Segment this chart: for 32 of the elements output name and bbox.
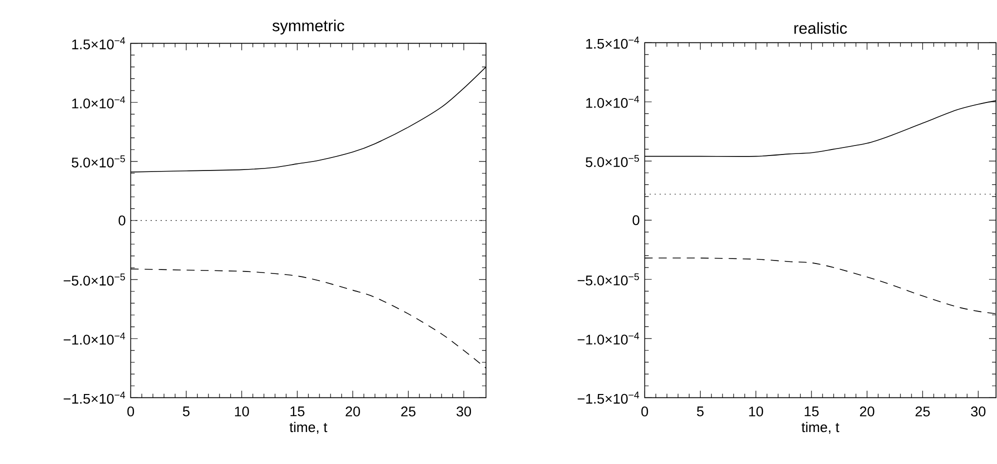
y-tick-label: 0 [118,216,126,226]
x-tick-label: 5 [696,406,704,416]
x-tick-label: 30 [970,406,986,416]
x-tick-label: 5 [182,406,190,416]
y-tick-label: −1.0×10$^{−4}$ [578,332,640,345]
y-tick-label: −1.0×10$^{−4}$ [64,332,126,345]
y-tick-label: −5.0×10$^{−5}$ [578,273,639,286]
x-tick-label: 0 [641,406,648,416]
y-tick-label: 0 [632,215,640,226]
x-tick-label: 30 [456,406,472,416]
x-tick-label: 25 [916,406,930,416]
y-tick-label: 1.5×10$^{−4}$ [586,36,640,49]
x-tick-label: 0 [127,406,134,416]
x-axis-title: time, t [290,422,328,434]
x-tick-label: 25 [401,406,416,416]
y-tick-label: −1.5×10$^{−4}$ [64,392,126,404]
y-tick-label: 5.0×10$^{−5}$ [586,154,639,168]
x-tick-label: 20 [346,406,360,416]
x-tick-label: 15 [290,406,304,416]
y-tick-label: −5.0×10$^{−5}$ [64,274,125,286]
y-tick-label: 1.0×10$^{−4}$ [72,96,126,108]
chart-title: symmetric [272,20,344,34]
y-tick-label: −1.5×10$^{−4}$ [578,392,640,404]
x-tick-label: 20 [860,406,874,416]
y-tick-label: 1.5×10$^{−4}$ [72,37,126,50]
x-axis-title: time, t [802,422,840,434]
x-tick-label: 10 [235,406,249,416]
y-tick-label: 5.0×10$^{−5}$ [72,155,125,168]
chart-title: realistic [794,22,847,34]
x-tick-label: 10 [749,406,764,416]
y-tick-label: 1.0×10$^{−4}$ [586,96,640,108]
x-tick-label: 15 [804,406,819,416]
